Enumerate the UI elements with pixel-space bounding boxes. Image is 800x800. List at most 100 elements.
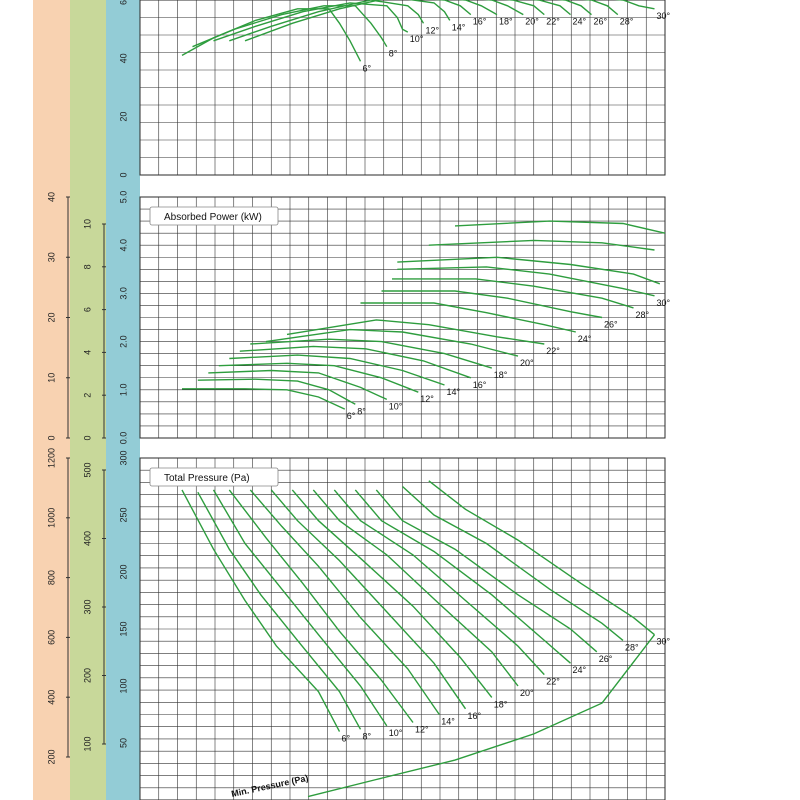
y-tick-label: 100: [118, 678, 128, 693]
axis-band-2: [70, 0, 106, 800]
left-scale-label: 400: [46, 690, 56, 705]
angle-label: 8°: [363, 731, 372, 741]
curve-20deg: [312, 489, 519, 687]
boundary-curve: [307, 634, 656, 798]
curve-6deg: [182, 388, 346, 410]
curve-28deg: [402, 485, 624, 641]
angle-label: 6°: [342, 734, 351, 744]
y-tick-label: 20: [118, 112, 128, 122]
curve-22deg: [333, 489, 545, 676]
y-tick-label: 60: [118, 0, 128, 5]
panel-title: Absorbed Power (kW): [164, 212, 262, 223]
curve-12deg: [228, 489, 414, 723]
curve-14deg: [229, 354, 445, 386]
curve-18deg: [250, 338, 493, 369]
y-tick-label: 250: [118, 507, 128, 522]
left-scale-label: 200: [82, 668, 92, 683]
curve-30deg: [614, 0, 655, 10]
angle-label: 18°: [494, 370, 508, 380]
angle-label: 20°: [520, 688, 534, 698]
curve-12deg: [229, 0, 425, 42]
curve-18deg: [291, 489, 493, 698]
left-scale-label: 600: [46, 630, 56, 645]
angle-label: 10°: [389, 728, 403, 738]
curve-20deg: [482, 0, 524, 16]
y-tick-label: 150: [118, 621, 128, 636]
left-scale-label: 30: [46, 252, 56, 262]
angle-label: 8°: [357, 406, 366, 416]
angle-label: 10°: [389, 401, 403, 411]
left-scale-label: 0: [82, 435, 92, 440]
angle-label: 22°: [546, 346, 560, 356]
angle-label: 28°: [636, 310, 650, 320]
curve-28deg: [582, 0, 619, 16]
y-tick-label: 0.0: [118, 432, 128, 445]
left-scale-label: 10: [46, 373, 56, 383]
curve-16deg: [434, 0, 472, 16]
axis-band-3: [106, 0, 140, 800]
left-scale-label: 6: [82, 307, 92, 312]
curve-22deg: [503, 0, 545, 16]
left-scale-label: 200: [46, 749, 56, 764]
left-scale-label: 800: [46, 570, 56, 585]
curve-30deg: [428, 480, 655, 636]
curve-28deg: [392, 278, 634, 309]
curve-14deg: [244, 0, 451, 42]
curve-10deg: [212, 489, 388, 727]
panel-title: Total Pressure (Pa): [164, 473, 250, 484]
angle-label: 16°: [473, 380, 487, 390]
left-scale-label: 20: [46, 312, 56, 322]
y-tick-label: 3.0: [118, 287, 128, 300]
left-scale-label: 1200: [46, 448, 56, 468]
y-tick-label: 300: [118, 450, 128, 465]
curve-14deg: [249, 489, 440, 715]
curve-26deg: [556, 0, 592, 16]
angle-label: 18°: [494, 699, 508, 709]
curve-30a: [397, 256, 661, 285]
left-scale-label: 100: [82, 736, 92, 751]
y-tick-label: 5.0: [118, 191, 128, 204]
curve-10deg: [208, 369, 388, 401]
angle-label: 14°: [452, 22, 466, 32]
angle-label: 12°: [420, 394, 434, 404]
y-tick-label: 0: [118, 172, 128, 177]
left-scale-label: 300: [82, 599, 92, 614]
angle-label: 18°: [499, 17, 513, 27]
curve-18deg: [456, 0, 498, 16]
curve-16deg: [270, 489, 467, 710]
left-scale-label: 10: [82, 219, 92, 229]
left-scale-label: 0: [46, 435, 56, 440]
y-tick-label: 2.0: [118, 335, 128, 348]
angle-label: 8°: [389, 49, 398, 59]
curve-8deg: [197, 378, 356, 405]
y-tick-label: 50: [118, 738, 128, 748]
y-tick-label: 200: [118, 564, 128, 579]
curve-26deg: [381, 290, 603, 319]
angle-label: 6°: [347, 411, 356, 421]
panel-title-box: [149, 467, 279, 487]
angle-label: 20°: [525, 17, 539, 27]
left-scale-label: 500: [82, 462, 92, 477]
curve-30c: [454, 220, 666, 234]
curve-29deg: [397, 266, 655, 297]
curve-24deg: [530, 0, 571, 16]
angle-label: 14°: [441, 717, 455, 727]
angle-label: 26°: [599, 654, 613, 664]
angle-label: 6°: [363, 63, 372, 73]
panel-title-box: [149, 206, 279, 226]
angle-label: 16°: [473, 17, 487, 27]
left-scale-label: 4: [82, 350, 92, 355]
curve-10deg: [213, 2, 409, 42]
curve-8deg: [197, 491, 362, 730]
angle-label: 24°: [573, 665, 587, 675]
angle-label: 24°: [578, 334, 592, 344]
angle-label: 30°: [657, 298, 671, 308]
left-scale-label: 8: [82, 264, 92, 269]
angle-label: 14°: [447, 387, 461, 397]
left-scale-label: 400: [82, 531, 92, 546]
angle-label: 28°: [625, 642, 639, 652]
left-scale-label: 40: [46, 192, 56, 202]
angle-label: 12°: [426, 25, 440, 35]
angle-label: 24°: [573, 17, 587, 27]
angle-label: 30°: [657, 11, 671, 21]
